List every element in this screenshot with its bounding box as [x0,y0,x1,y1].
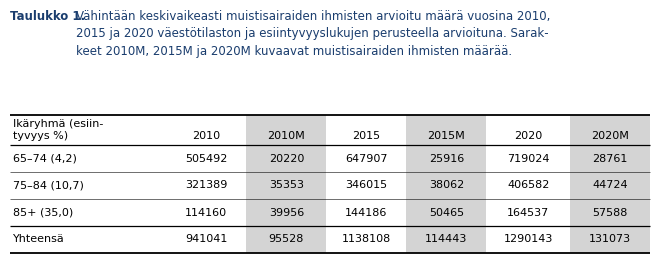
Bar [246,145,326,172]
Text: 20220: 20220 [269,154,304,164]
Text: 144186: 144186 [345,207,387,217]
Text: 2015M: 2015M [428,131,465,141]
Bar [570,199,650,226]
Bar [407,145,486,172]
Text: Ikäryhmä (esiin-: Ikäryhmä (esiin- [13,119,104,129]
Text: 50465: 50465 [429,207,464,217]
Text: 95528: 95528 [269,235,304,245]
Text: 941041: 941041 [185,235,228,245]
Text: 2020M: 2020M [591,131,629,141]
Text: 35353: 35353 [269,181,304,190]
Text: 114160: 114160 [185,207,228,217]
Text: Vähintään keskivaikeasti muistisairaiden ihmisten arvioitu määrä vuosina 2010,
2: Vähintään keskivaikeasti muistisairaiden… [76,10,550,58]
Text: Taulukko 1.: Taulukko 1. [10,10,85,23]
Text: 647907: 647907 [345,154,387,164]
Bar [407,199,486,226]
Bar [407,172,486,199]
Text: 65–74 (4,2): 65–74 (4,2) [13,154,77,164]
Text: 2015: 2015 [352,131,380,141]
Bar [407,226,486,253]
Bar [246,115,326,145]
Text: Yhteensä: Yhteensä [13,235,65,245]
Text: 75–84 (10,7): 75–84 (10,7) [13,181,84,190]
Bar [246,226,326,253]
Bar [407,115,486,145]
Bar [570,145,650,172]
Bar [570,115,650,145]
Text: 505492: 505492 [185,154,228,164]
Text: 719024: 719024 [507,154,549,164]
Text: 25916: 25916 [429,154,464,164]
Bar [246,172,326,199]
Bar [246,199,326,226]
Text: 2020: 2020 [514,131,543,141]
Text: 28761: 28761 [592,154,628,164]
Bar [570,172,650,199]
Text: 131073: 131073 [589,235,631,245]
Text: 2010M: 2010M [267,131,305,141]
Bar [570,226,650,253]
Text: 114443: 114443 [425,235,467,245]
Text: 38062: 38062 [429,181,464,190]
Text: 39956: 39956 [269,207,304,217]
Text: 346015: 346015 [345,181,387,190]
Text: 321389: 321389 [185,181,228,190]
Text: 44724: 44724 [592,181,628,190]
Text: 85+ (35,0): 85+ (35,0) [13,207,73,217]
Text: 406582: 406582 [507,181,549,190]
Text: 57588: 57588 [592,207,628,217]
Text: 164537: 164537 [507,207,549,217]
Text: 2010: 2010 [192,131,220,141]
Text: 1290143: 1290143 [504,235,553,245]
Text: tyvyys %): tyvyys %) [13,131,68,141]
Text: 1138108: 1138108 [342,235,391,245]
